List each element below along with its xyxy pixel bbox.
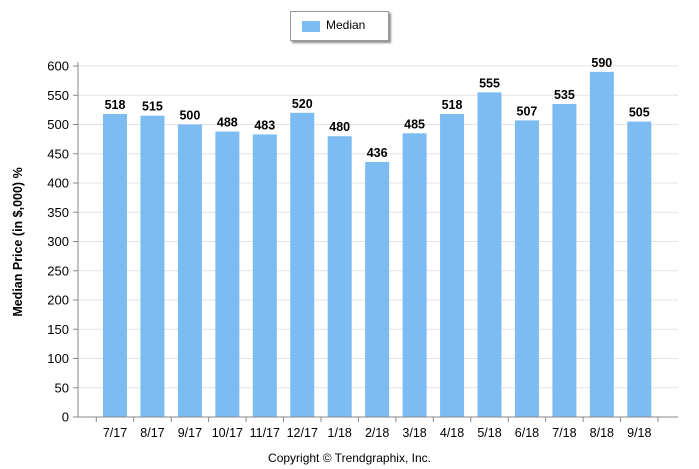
y-axis-title: Median Price (in $,000) %: [11, 167, 25, 317]
y-tick-label: 600: [47, 59, 69, 74]
bar: [627, 121, 652, 417]
data-label: 518: [105, 98, 126, 112]
data-label: 520: [292, 97, 313, 111]
bar: [365, 161, 390, 417]
data-label: 488: [217, 116, 238, 130]
bar: [140, 115, 165, 417]
x-tick-label: 5/18: [477, 426, 501, 440]
x-tick-label: 3/18: [402, 426, 426, 440]
x-tick-label: 1/18: [328, 426, 352, 440]
bars: [103, 71, 652, 418]
axes: 0 50 100 150 200 250 300 350 400 450 500 550 600 7/17…: [47, 59, 678, 440]
bar: [252, 134, 277, 417]
x-tick-label: 8/17: [140, 426, 164, 440]
data-label: 507: [517, 104, 538, 118]
copyright-footer: Copyright © Trendgraphix, Inc.: [268, 451, 431, 465]
y-tick-label: 100: [47, 351, 69, 366]
data-label: 483: [254, 118, 275, 132]
legend-label: Median: [326, 18, 366, 32]
x-tick-label: 10/17: [212, 426, 243, 440]
bar: [215, 131, 240, 417]
x-tick-label: 7/18: [552, 426, 576, 440]
x-tick-label: 4/18: [440, 426, 464, 440]
data-labels: 518 515 500 488 483 520 480 436 485 518 555 507 535 5…: [105, 56, 650, 160]
data-label: 500: [179, 109, 200, 123]
legend: Median: [290, 11, 389, 41]
bar: [589, 71, 614, 417]
data-label: 515: [142, 100, 163, 114]
bar: [440, 113, 465, 417]
x-tick-label: 6/18: [515, 426, 539, 440]
data-label: 555: [479, 76, 500, 90]
data-label: 505: [629, 106, 650, 120]
y-tick-label: 250: [47, 263, 69, 278]
x-tick-label: 12/17: [287, 426, 318, 440]
y-tick-label: 400: [47, 176, 69, 191]
y-tick-label: 150: [47, 322, 69, 337]
y-tick-label: 0: [62, 410, 69, 425]
bar: [552, 104, 577, 418]
bar: [327, 136, 352, 417]
bar: [177, 124, 202, 417]
bar: [477, 92, 502, 417]
data-label: 485: [404, 117, 425, 131]
data-label: 590: [591, 56, 612, 70]
bar: [103, 113, 127, 417]
x-tick-label: 8/18: [590, 426, 614, 440]
y-tick-label: 50: [55, 380, 69, 395]
x-tick-label: 9/17: [178, 426, 202, 440]
x-tick-label: 9/18: [627, 426, 651, 440]
y-tick-label: 550: [47, 88, 69, 103]
bar: [290, 112, 315, 418]
data-label: 535: [554, 88, 575, 102]
data-label: 518: [442, 98, 463, 112]
y-tick-label: 500: [47, 117, 69, 132]
y-tick-label: 300: [47, 234, 69, 249]
y-tick-label: 350: [47, 205, 69, 220]
x-tick-label: 7/17: [103, 426, 127, 440]
bar: [514, 120, 539, 417]
bar: [402, 133, 427, 417]
x-tick-label: 2/18: [365, 426, 389, 440]
y-tick-label: 450: [47, 146, 69, 161]
data-label: 436: [367, 146, 388, 160]
x-tick-label: 11/17: [250, 426, 280, 440]
data-label: 480: [329, 120, 350, 134]
y-tick-label: 200: [47, 293, 69, 308]
legend-swatch: [302, 21, 320, 32]
